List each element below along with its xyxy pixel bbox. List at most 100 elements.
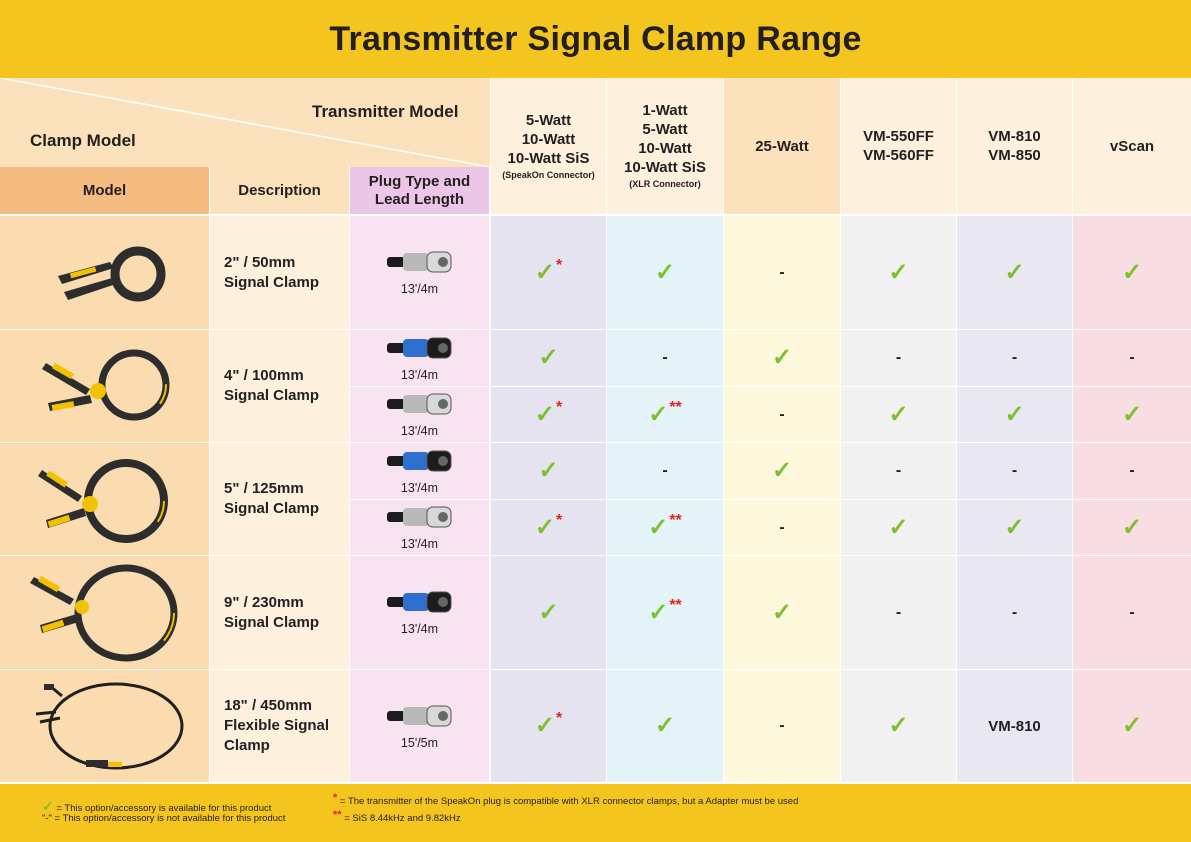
compatibility-cell: ✓ xyxy=(957,216,1072,329)
compatibility-cell: ✓ * xyxy=(491,670,606,782)
clamp-description-line: 4" / 100mm xyxy=(224,367,304,384)
plug-header-line2: Lead Length xyxy=(374,190,465,208)
row-separator xyxy=(0,442,1191,443)
clamp-description-line: Signal Clamp xyxy=(224,613,320,631)
compatibility-cell: ✓ xyxy=(841,500,956,555)
red-double-star-icon: ** xyxy=(669,511,682,529)
plug-header-line1: Plug Type and xyxy=(368,172,471,190)
column-divider xyxy=(1072,78,1073,782)
compatibility-cell: ✓ xyxy=(607,216,723,329)
check-icon: ✓ xyxy=(654,258,676,286)
transmitter-model-label: 5-Watt xyxy=(642,121,688,138)
model-column-header: Model xyxy=(0,167,209,214)
transmitter-model-label: VM-810 xyxy=(988,128,1041,145)
compatibility-cell: - xyxy=(724,387,840,442)
sub-row-separator xyxy=(350,499,1191,500)
compatibility-cell: ✓ ** xyxy=(607,387,723,442)
compatibility-cell: - xyxy=(724,670,840,782)
speakon-plug-icon xyxy=(385,335,455,366)
check-icon: ✓ xyxy=(648,513,669,541)
compatibility-cell: ✓ xyxy=(957,500,1072,555)
row-separator xyxy=(0,669,1191,670)
lead-length: 13'/4m xyxy=(400,622,439,636)
check-icon: ✓ xyxy=(538,457,559,484)
plug-column-header: Plug Type and Lead Length xyxy=(350,167,489,214)
clamp-model-header: Clamp Model xyxy=(30,131,136,150)
compatibility-cell: ✓ xyxy=(1073,216,1191,329)
transmitter-column-header: VM-550FF VM-560FF xyxy=(841,78,956,214)
plug-cell: 13'/4m xyxy=(350,387,489,442)
compatibility-cell: - xyxy=(724,216,840,329)
compatibility-cell: - xyxy=(607,443,723,499)
row-separator xyxy=(0,555,1191,556)
clamp-450mm-flexible-image xyxy=(35,682,184,770)
xlr-plug-icon xyxy=(385,391,455,422)
transmitter-column-header: vScan xyxy=(1073,78,1191,214)
compatibility-cell: - xyxy=(841,330,956,386)
connector-note: (SpeakOn Connector) xyxy=(502,169,595,180)
row-separator xyxy=(0,329,1191,330)
check-icon: ✓ xyxy=(648,400,669,428)
clamp-description-line: Signal Clamp xyxy=(224,387,320,404)
red-double-star-icon: ** xyxy=(669,596,682,614)
check-icon: ✓ xyxy=(654,712,676,739)
compatibility-cell: - xyxy=(957,556,1072,669)
plug-cell: 13'/4m xyxy=(350,216,489,329)
compatibility-cell: ✓ xyxy=(724,330,840,386)
speakon-plug-icon xyxy=(385,589,455,620)
transmitter-model-label: 25-Watt xyxy=(755,137,809,155)
check-icon: ✓ xyxy=(42,798,54,814)
red-star-icon: * xyxy=(555,710,563,727)
clamp-50mm-image xyxy=(58,246,166,302)
column-divider xyxy=(349,167,350,782)
check-icon: ✓ xyxy=(888,258,909,286)
check-icon: ✓ xyxy=(534,258,555,286)
clamp-description-line: 9" / 230mm xyxy=(224,593,304,611)
transmitter-model-label: vScan xyxy=(1109,137,1155,155)
compatibility-cell: - xyxy=(1073,443,1191,499)
red-star-icon: * xyxy=(555,256,563,274)
plug-cell: 15'/5m xyxy=(350,670,489,782)
check-icon: ✓ xyxy=(1004,400,1025,428)
legend-available: ✓ = This option/accessory is available f… xyxy=(42,794,271,818)
compatibility-cell: ✓ * xyxy=(491,216,606,329)
compatibility-cell: - xyxy=(607,330,723,386)
clamp-description-line: 2" / 50mm xyxy=(224,253,296,271)
row-separator xyxy=(0,782,1191,783)
not-available-dash: - xyxy=(1011,349,1018,366)
xlr-plug-icon xyxy=(385,504,455,535)
check-icon: ✓ xyxy=(534,712,555,739)
lead-length: 13'/4m xyxy=(400,537,439,551)
compatibility-cell: ✓ xyxy=(607,670,723,782)
sub-row-separator xyxy=(350,386,1191,387)
compatibility-cell: VM-810 xyxy=(957,670,1072,782)
check-icon: ✓ xyxy=(534,513,555,541)
lead-length: 13'/4m xyxy=(400,282,439,296)
transmitter-model-header: Transmitter Model xyxy=(312,102,459,121)
not-available-dash: - xyxy=(662,349,668,366)
check-icon: ✓ xyxy=(1121,513,1143,541)
check-icon: ✓ xyxy=(648,598,669,626)
compatibility-cell: ✓ ** xyxy=(607,556,723,669)
compatibility-cell: ✓ xyxy=(1073,670,1191,782)
compatibility-text: VM-810 xyxy=(988,717,1041,735)
compatibility-cell: ✓ ** xyxy=(607,500,723,555)
red-star-icon: * xyxy=(555,511,563,529)
clamp-description: 2" / 50mm Signal Clamp xyxy=(210,216,349,329)
plug-cell: 13'/4m xyxy=(350,443,489,499)
compatibility-cell: ✓ xyxy=(491,443,606,499)
compatibility-cell: ✓ xyxy=(491,330,606,386)
red-double-star-icon: ** xyxy=(669,398,682,416)
compatibility-cell: ✓ xyxy=(491,556,606,669)
clamp-125mm-image xyxy=(38,459,168,543)
clamp-description-line: Clamp xyxy=(224,737,270,754)
transmitter-model-label: 5-Watt xyxy=(525,111,572,129)
compatibility-cell: - xyxy=(841,556,956,669)
not-available-dash: - xyxy=(895,462,902,479)
compatibility-cell: ✓ xyxy=(1073,387,1191,442)
compatibility-cell: ✓ xyxy=(724,556,840,669)
check-icon: ✓ xyxy=(888,513,909,541)
column-divider xyxy=(490,78,491,782)
compatibility-cell: - xyxy=(1073,330,1191,386)
clamp-description: 4" / 100mm Signal Clamp xyxy=(210,330,349,442)
